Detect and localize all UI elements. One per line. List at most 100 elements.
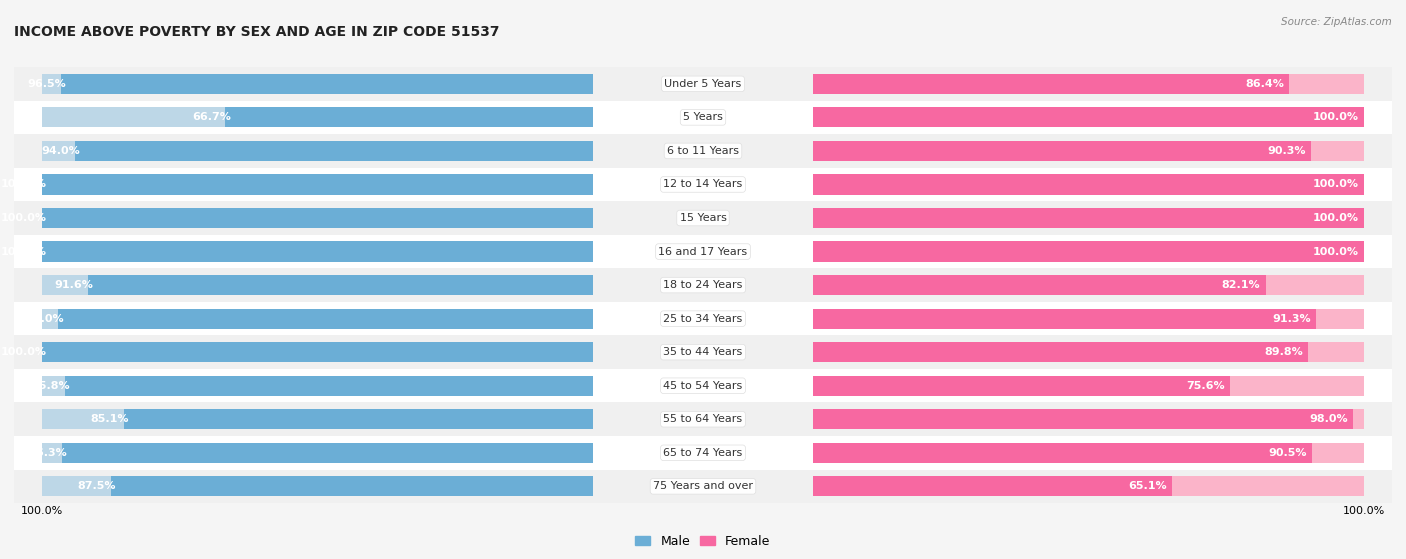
Bar	[813, 275, 1265, 295]
Bar	[0, 436, 1406, 470]
Bar	[42, 443, 593, 463]
Bar	[0, 101, 1406, 134]
Bar	[813, 409, 1354, 429]
Bar	[813, 74, 1289, 94]
Bar	[0, 369, 1406, 402]
Text: 100.0%: 100.0%	[1313, 112, 1358, 122]
Text: 98.0%: 98.0%	[1309, 414, 1348, 424]
Bar	[42, 376, 593, 396]
Bar	[813, 443, 1364, 463]
Bar	[813, 141, 1364, 161]
Text: 6 to 11 Years: 6 to 11 Years	[666, 146, 740, 156]
Bar	[813, 309, 1316, 329]
Bar	[0, 134, 1406, 168]
Bar	[42, 409, 593, 429]
Text: 100.0%: 100.0%	[1, 213, 48, 223]
Bar	[124, 409, 593, 429]
Text: 100.0%: 100.0%	[1, 347, 48, 357]
Bar	[0, 302, 1406, 335]
Text: 12 to 14 Years: 12 to 14 Years	[664, 179, 742, 190]
Bar	[0, 402, 1406, 436]
Bar	[0, 335, 1406, 369]
Text: Source: ZipAtlas.com: Source: ZipAtlas.com	[1281, 17, 1392, 27]
Bar	[813, 476, 1364, 496]
Text: 65 to 74 Years: 65 to 74 Years	[664, 448, 742, 458]
Text: INCOME ABOVE POVERTY BY SEX AND AGE IN ZIP CODE 51537: INCOME ABOVE POVERTY BY SEX AND AGE IN Z…	[14, 25, 499, 39]
Bar	[0, 168, 1406, 201]
Bar	[42, 275, 593, 295]
Bar	[0, 201, 1406, 235]
Text: 100.0%: 100.0%	[1313, 247, 1358, 257]
Bar	[0, 168, 1406, 201]
Bar	[0, 436, 1406, 470]
Bar	[42, 241, 593, 262]
Text: 65.1%: 65.1%	[1128, 481, 1167, 491]
Text: Under 5 Years: Under 5 Years	[665, 79, 741, 89]
Bar	[0, 168, 1406, 201]
Bar	[0, 470, 1406, 503]
Text: 90.3%: 90.3%	[1267, 146, 1305, 156]
Bar	[0, 335, 1406, 369]
Bar	[813, 174, 1364, 195]
Text: 82.1%: 82.1%	[1222, 280, 1260, 290]
Bar	[813, 107, 1364, 127]
Bar	[0, 268, 1406, 302]
Bar	[813, 376, 1230, 396]
Text: 100.0%: 100.0%	[1, 179, 48, 190]
Bar	[0, 67, 1406, 101]
Text: 85.1%: 85.1%	[91, 414, 129, 424]
Bar	[813, 74, 1364, 94]
Bar	[42, 141, 593, 161]
Bar	[813, 342, 1308, 362]
Bar	[65, 376, 593, 396]
Legend: Male, Female: Male, Female	[630, 530, 776, 553]
Bar	[0, 470, 1406, 503]
Bar	[0, 369, 1406, 402]
Bar	[0, 402, 1406, 436]
Text: 87.5%: 87.5%	[77, 481, 117, 491]
Text: 18 to 24 Years: 18 to 24 Years	[664, 280, 742, 290]
Bar	[0, 101, 1406, 134]
Bar	[813, 376, 1364, 396]
Text: 95.8%: 95.8%	[32, 381, 70, 391]
Bar	[0, 302, 1406, 335]
Text: 100.0%: 100.0%	[1, 247, 48, 257]
Text: 94.0%: 94.0%	[41, 146, 80, 156]
Bar	[813, 275, 1364, 295]
Text: 91.3%: 91.3%	[1272, 314, 1310, 324]
Bar	[42, 476, 593, 496]
Bar	[0, 235, 1406, 268]
Bar	[0, 369, 1406, 402]
Bar	[813, 409, 1364, 429]
Text: 91.6%: 91.6%	[55, 280, 93, 290]
Bar	[0, 134, 1406, 168]
Bar	[42, 208, 593, 228]
Bar	[89, 275, 593, 295]
Text: 25 to 34 Years: 25 to 34 Years	[664, 314, 742, 324]
Bar	[0, 134, 1406, 168]
Bar	[225, 107, 593, 127]
Bar	[58, 309, 593, 329]
Bar	[42, 342, 593, 362]
Bar	[111, 476, 593, 496]
Text: 89.8%: 89.8%	[1264, 347, 1302, 357]
Text: 66.7%: 66.7%	[191, 112, 231, 122]
Bar	[813, 208, 1364, 228]
Text: 86.4%: 86.4%	[1246, 79, 1284, 89]
Bar	[0, 268, 1406, 302]
Text: 100.0%: 100.0%	[1313, 213, 1358, 223]
Text: 55 to 64 Years: 55 to 64 Years	[664, 414, 742, 424]
Bar	[42, 174, 593, 195]
Bar	[813, 208, 1364, 228]
Bar	[42, 174, 593, 195]
Bar	[60, 74, 593, 94]
Text: 15 Years: 15 Years	[679, 213, 727, 223]
Text: 45 to 54 Years: 45 to 54 Years	[664, 381, 742, 391]
Text: 96.5%: 96.5%	[28, 79, 66, 89]
Text: 5 Years: 5 Years	[683, 112, 723, 122]
Bar	[813, 342, 1364, 362]
Bar	[0, 402, 1406, 436]
Bar	[42, 309, 593, 329]
Text: 35 to 44 Years: 35 to 44 Years	[664, 347, 742, 357]
Bar	[42, 208, 593, 228]
